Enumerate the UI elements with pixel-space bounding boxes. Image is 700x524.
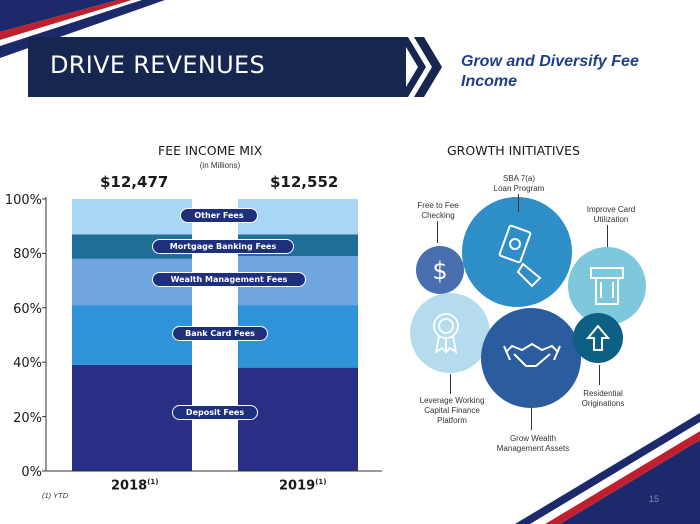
bar-2018-other-fees	[72, 199, 192, 235]
header-banner	[28, 37, 406, 97]
bar-2019-other-fees	[238, 199, 358, 235]
label-residential: Residential Originations	[581, 389, 625, 408]
y-tick-40: 40%	[13, 356, 42, 371]
bubble-working-capital	[410, 293, 490, 373]
x-category-2019: 2019(1)	[279, 478, 327, 494]
bar-2018-deposit-fees	[72, 364, 192, 471]
money-hand-icon	[498, 224, 542, 288]
leader-line-leverage	[450, 374, 451, 394]
total-2018: $12,477	[100, 173, 169, 191]
bubble-residential	[573, 313, 623, 363]
label-sba-loan: SBA 7(a) Loan Program	[493, 174, 545, 193]
x-category-2018: 2018(1)	[111, 478, 159, 494]
label-free-checking: Free to Fee Checking	[417, 201, 459, 220]
bubble-wealth-management	[481, 308, 581, 408]
legend-bank-card-fees: Bank Card Fees	[172, 326, 268, 341]
y-tick-80: 80%	[13, 247, 42, 262]
y-tick-20: 20%	[13, 411, 42, 426]
bubble-free-checking	[416, 246, 464, 294]
growth-bubble-cluster: $	[410, 197, 646, 408]
leader-line-free-checking	[437, 221, 438, 243]
label-improve-card: Improve Card Utilization	[586, 205, 636, 224]
footnote: (1) YTD	[42, 491, 69, 500]
award-ribbon-icon	[433, 313, 459, 355]
page-number: 15	[649, 494, 660, 504]
legend-mortgage-banking-fees: Mortgage Banking Fees	[152, 239, 294, 254]
leader-line-wealth	[531, 408, 532, 430]
leader-line-residential	[599, 365, 600, 385]
y-tick-0: 0%	[21, 465, 42, 480]
growth-title: GROWTH INITIATIVES	[447, 143, 580, 158]
y-tick-60: 60%	[13, 302, 42, 317]
legend-other-fees: Other Fees	[180, 208, 258, 223]
legend-deposit-fees: Deposit Fees	[172, 405, 258, 420]
y-tick-100: 100%	[4, 193, 42, 208]
bar-2019-deposit-fees	[238, 367, 358, 471]
label-leverage-working-capital: Leverage Working Capital Finance Platfor…	[419, 396, 485, 425]
up-arrow-icon	[585, 324, 611, 351]
fee-mix-subtitle: (in Millions)	[199, 161, 241, 170]
bubble-sba-loan	[462, 197, 572, 307]
page-title: DRIVE REVENUES	[50, 51, 265, 79]
dollar-icon: $	[432, 257, 447, 285]
svg-text:$: $	[432, 257, 447, 285]
leader-line-sba	[518, 194, 519, 212]
label-wealth-management: Grow Wealth Management Assets	[496, 434, 570, 453]
chevron-arrow-icon	[400, 37, 442, 97]
legend-wealth-management-fees: Wealth Management Fees	[152, 272, 306, 287]
leader-line-card	[607, 225, 608, 247]
handshake-icon	[503, 342, 561, 367]
bubble-card-utilization	[568, 247, 646, 325]
tagline: Grow and Diversify Fee Income	[461, 53, 639, 90]
total-2019: $12,552	[270, 173, 339, 191]
fee-mix-title: FEE INCOME MIX	[158, 143, 263, 158]
atm-card-icon	[590, 267, 624, 305]
